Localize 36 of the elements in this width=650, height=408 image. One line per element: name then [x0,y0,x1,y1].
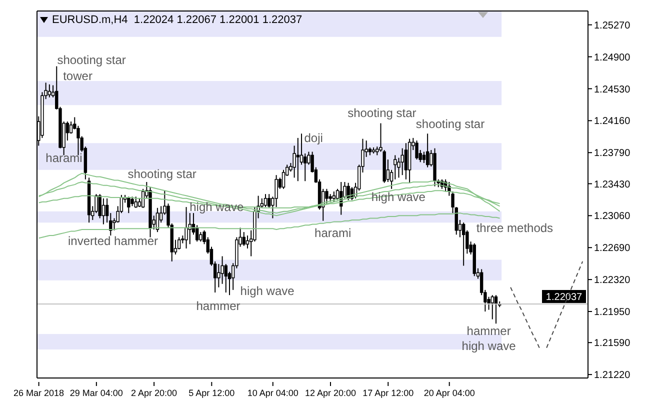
annotation: inverted hammer [68,234,158,248]
ref-line-label: 1.22037 [546,292,583,303]
y-tick-label: 1.22320 [594,275,631,286]
y-tick-label: 1.22690 [594,243,631,254]
x-tick-label: 29 Mar 04:00 [70,388,123,398]
annotation: high wave [462,339,516,354]
annotation: shooting star [348,106,416,120]
x-tick-label: 2 Apr 20:00 [131,388,178,398]
x-tick-label: 10 Apr 04:00 [247,388,298,398]
annotation: three methods [476,221,554,236]
x-tick-label: 17 Apr 12:00 [362,388,414,398]
y-tick-label: 1.24530 [594,84,631,96]
annotation: harami [314,226,352,240]
annotation: hammer [466,324,511,338]
annotation: tower [63,68,92,83]
x-tick-label: 5 Apr 12:00 [188,388,235,398]
y-tick-label: 1.21590 [594,338,631,350]
y-tick-label: 1.23060 [594,211,631,222]
annotation: shooting star [57,53,126,68]
x-tick-label: 26 Mar 2018 [14,388,64,398]
y-tick-label: 1.24160 [594,116,631,128]
annotation: hammer [196,299,240,314]
annotation: shooting star [416,117,485,132]
y-tick-label: 1.21220 [594,370,631,382]
x-tick-label: 20 Apr 04:00 [424,388,475,398]
y-tick-label: 1.23430 [594,179,631,190]
y-tick-label: 1.21950 [594,307,631,318]
y-tick-label: 1.24900 [594,52,631,64]
annotation: doji [304,130,323,145]
annotation: high wave [240,284,294,298]
x-tick-label: 12 Apr 20:00 [304,388,356,398]
y-tick-label: 1.25270 [594,20,631,32]
annotation: shooting star [128,167,196,182]
y-tick-label: 1.23790 [594,148,631,160]
annotation: harami [46,150,82,165]
chart-title: EURUSD.m,H4 1.22024 1.22067 1.22001 1.22037 [52,14,302,26]
